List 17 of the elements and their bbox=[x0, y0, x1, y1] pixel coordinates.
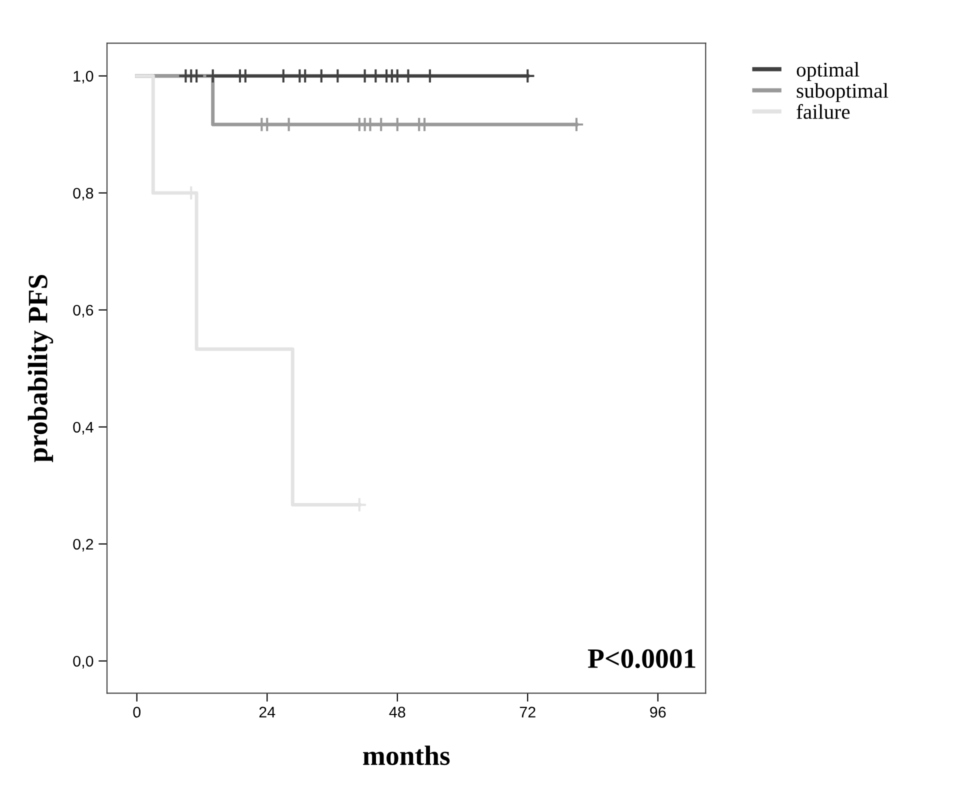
legend-label: suboptimal bbox=[796, 83, 888, 102]
legend-label: failure bbox=[796, 104, 850, 119]
x-axis-title: months bbox=[363, 746, 450, 766]
y-tick-label: 0,4 bbox=[73, 422, 94, 434]
y-tick-label: 0,2 bbox=[73, 538, 94, 552]
y-tick-label: 1,0 bbox=[74, 70, 94, 84]
y-tick-label: 0,8 bbox=[73, 188, 94, 200]
x-tick-label: 72 bbox=[520, 706, 536, 718]
y-tick-label: 0,6 bbox=[73, 304, 94, 318]
x-tick-label: 24 bbox=[259, 706, 276, 718]
annotation: P<0.0001 bbox=[588, 649, 696, 668]
y-tick-label: 0,0 bbox=[73, 656, 94, 668]
y-axis-title: probability PFS bbox=[28, 275, 54, 462]
x-tick-label: 48 bbox=[389, 706, 406, 718]
legend-label: optimal bbox=[796, 62, 860, 81]
x-tick-label: 96 bbox=[650, 706, 666, 718]
x-tick-label: 0 bbox=[133, 706, 141, 718]
